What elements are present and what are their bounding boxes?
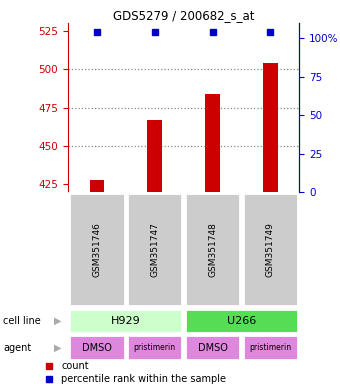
Text: DMSO: DMSO <box>198 343 227 353</box>
Bar <box>185 193 240 306</box>
Text: ▶: ▶ <box>54 316 62 326</box>
Text: count: count <box>61 361 89 371</box>
Text: percentile rank within the sample: percentile rank within the sample <box>61 374 226 384</box>
Text: agent: agent <box>3 343 32 353</box>
Bar <box>148 120 162 192</box>
Text: GSM351749: GSM351749 <box>266 222 275 277</box>
Bar <box>205 94 220 192</box>
Text: GSM351746: GSM351746 <box>92 222 101 277</box>
Text: GSM351748: GSM351748 <box>208 222 217 277</box>
Text: H929: H929 <box>111 316 141 326</box>
Bar <box>263 63 277 192</box>
Text: pristimerin: pristimerin <box>134 343 176 352</box>
Bar <box>69 336 125 359</box>
Bar <box>242 336 298 359</box>
Bar <box>242 193 298 306</box>
Bar <box>127 193 183 306</box>
Text: ▶: ▶ <box>54 343 62 353</box>
Bar <box>185 309 298 333</box>
Text: GSM351747: GSM351747 <box>150 222 159 277</box>
Bar <box>69 309 183 333</box>
Bar <box>185 336 240 359</box>
Text: cell line: cell line <box>3 316 41 326</box>
Bar <box>127 336 183 359</box>
Text: DMSO: DMSO <box>82 343 112 353</box>
Title: GDS5279 / 200682_s_at: GDS5279 / 200682_s_at <box>113 9 254 22</box>
Text: U266: U266 <box>227 316 256 326</box>
Bar <box>69 193 125 306</box>
Text: pristimerin: pristimerin <box>249 343 291 352</box>
Bar <box>90 180 104 192</box>
